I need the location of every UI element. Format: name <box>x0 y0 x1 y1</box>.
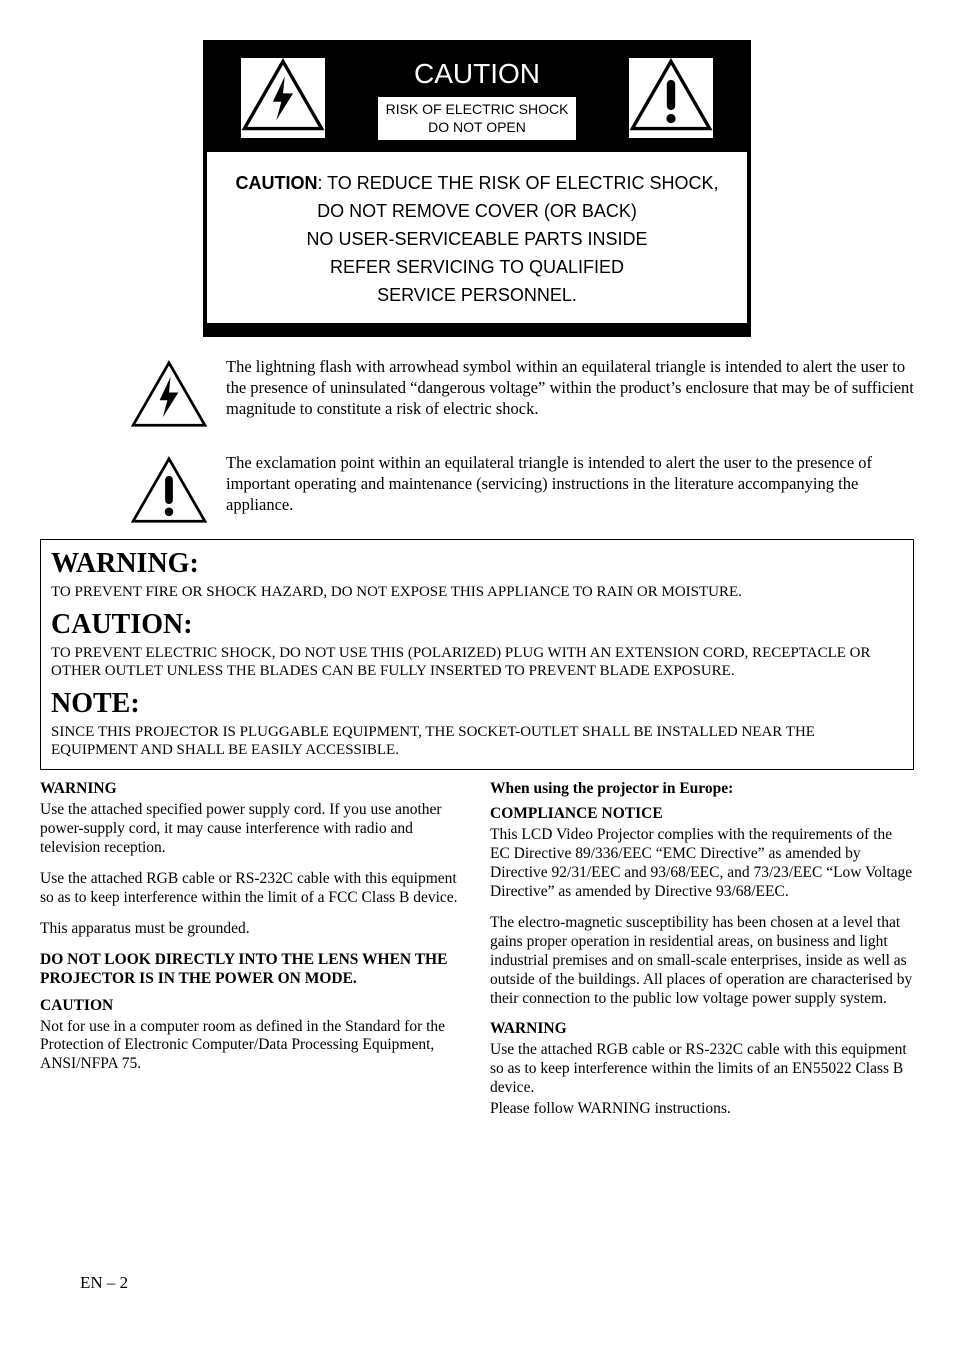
right-warning-h: WARNING <box>490 1020 914 1039</box>
caution-heading: CAUTION: <box>51 607 903 642</box>
caution-text: TO PREVENT ELECTRIC SHOCK, DO NOT USE TH… <box>51 644 903 680</box>
left-lens-warning: DO NOT LOOK DIRECTLY INTO THE LENS WHEN … <box>40 951 464 989</box>
warning-caution-note-box: WARNING: TO PREVENT FIRE OR SHOCK HAZARD… <box>40 539 914 770</box>
exclamation-triangle-small-icon <box>130 455 208 531</box>
left-column: WARNING Use the attached specified power… <box>40 780 464 1119</box>
left-caution-h: CAUTION <box>40 997 464 1016</box>
caution-body-l3: NO USER-SERVICEABLE PARTS INSIDE <box>306 229 647 249</box>
caution-body-l4: REFER SERVICING TO QUALIFIED <box>330 257 624 277</box>
page-number: EN – 2 <box>80 1272 128 1293</box>
caution-center: CAUTION RISK OF ELECTRIC SHOCK DO NOT OP… <box>376 54 579 142</box>
lightning-triangle-small-icon <box>130 359 208 435</box>
caution-body-l5: SERVICE PERSONNEL. <box>377 285 577 305</box>
caution-bottom-strip <box>207 323 747 333</box>
risk-line-2: DO NOT OPEN <box>428 119 526 135</box>
columns: WARNING Use the attached specified power… <box>40 780 914 1119</box>
right-column: When using the projector in Europe: COMP… <box>490 780 914 1119</box>
caution-header-row: CAUTION RISK OF ELECTRIC SHOCK DO NOT OP… <box>207 44 747 152</box>
note-heading: NOTE: <box>51 686 903 721</box>
right-p3: Use the attached RGB cable or RS-232C ca… <box>490 1041 914 1098</box>
right-europe-h: When using the projector in Europe: <box>490 780 914 799</box>
right-p4: Please follow WARNING instructions. <box>490 1100 914 1119</box>
note-text: SINCE THIS PROJECTOR IS PLUGGABLE EQUIPM… <box>51 723 903 759</box>
caution-title: CAUTION <box>400 54 554 93</box>
left-p2: Use the attached RGB cable or RS-232C ca… <box>40 870 464 908</box>
lightning-description: The lightning flash with arrowhead symbo… <box>226 357 914 419</box>
caution-body: CAUTION: TO REDUCE THE RISK OF ELECTRIC … <box>207 152 747 323</box>
warning-heading: WARNING: <box>51 546 903 581</box>
left-warning-h: WARNING <box>40 780 464 799</box>
left-p4: Not for use in a computer room as define… <box>40 1018 464 1075</box>
exclamation-triangle-icon <box>629 58 713 138</box>
lightning-triangle-icon <box>241 58 325 138</box>
symbol-row-lightning: The lightning flash with arrowhead symbo… <box>130 357 914 435</box>
warning-text: TO PREVENT FIRE OR SHOCK HAZARD, DO NOT … <box>51 583 903 601</box>
caution-body-lead: CAUTION <box>235 173 317 193</box>
caution-body-l2: DO NOT REMOVE COVER (OR BACK) <box>317 201 637 221</box>
left-p3: This apparatus must be grounded. <box>40 920 464 939</box>
risk-line-1: RISK OF ELECTRIC SHOCK <box>386 101 569 117</box>
right-p2: The electro-magnetic susceptibility has … <box>490 914 914 1009</box>
caution-risk-box: RISK OF ELECTRIC SHOCK DO NOT OPEN <box>376 95 579 142</box>
right-compliance-h: COMPLIANCE NOTICE <box>490 805 914 824</box>
exclaim-description: The exclamation point within an equilate… <box>226 453 914 515</box>
caution-box: CAUTION RISK OF ELECTRIC SHOCK DO NOT OP… <box>203 40 751 337</box>
right-p1: This LCD Video Projector complies with t… <box>490 826 914 902</box>
symbol-row-exclaim: The exclamation point within an equilate… <box>130 453 914 531</box>
page: CAUTION RISK OF ELECTRIC SHOCK DO NOT OP… <box>40 40 914 1311</box>
caution-body-rest: : TO REDUCE THE RISK OF ELECTRIC SHOCK, <box>317 173 718 193</box>
left-p1: Use the attached specified power supply … <box>40 801 464 858</box>
